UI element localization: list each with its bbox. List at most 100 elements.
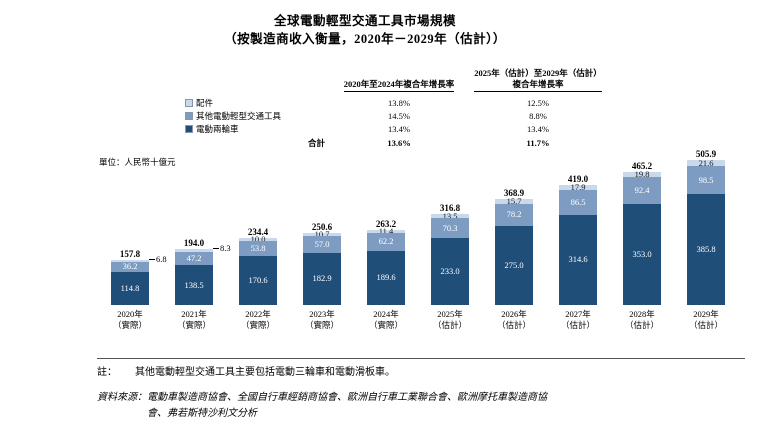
bar-segment-value: 57.0 — [314, 238, 330, 249]
cagr-table: 2020年至2024年複合年增長率 2025年（估計）至2029年（估計） 複合… — [185, 58, 613, 150]
bar-segment-electric_two_wheelers: 170.6 — [239, 256, 277, 305]
bar-segment-accessories: 10.7 — [303, 229, 341, 240]
bar-segment-value: 13.5 — [442, 210, 458, 221]
bar-total-label: 368.9 — [503, 188, 525, 199]
legend-swatch-accessories-icon — [185, 98, 193, 107]
bar-segment-other_elt_vehicles: 62.2 — [367, 232, 405, 251]
bar-segment-electric_two_wheelers: 314.6 — [559, 214, 597, 305]
bar-segment-other_elt_vehicles: 47.2 — [175, 251, 213, 266]
bar-column: 505.9 21.6 98.5 385.8 2029年 （估計） — [674, 143, 738, 331]
bar-segment-other_elt_vehicles: 86.5 — [559, 190, 597, 215]
bar-segment-electric_two_wheelers: 275.0 — [495, 226, 533, 305]
cagr-header-2025-2029: 2025年（估計）至2029年（估計） 複合年增長率 — [474, 68, 602, 92]
bar-segment-electric_two_wheelers: 138.5 — [175, 265, 213, 305]
bar-total-label: 505.9 — [695, 149, 717, 160]
x-axis-status-label: （實際） — [240, 320, 275, 330]
legend-swatch-two-wheelers-icon — [185, 124, 193, 133]
bar-segment-value: 17.9 — [570, 182, 586, 192]
bar-segment-accessories: 10.0 — [239, 233, 277, 244]
bar-segment-value: 182.9 — [312, 273, 332, 284]
x-axis-year-label: 2027年 — [565, 309, 591, 319]
bar-segment-value: 233.0 — [440, 266, 460, 277]
x-axis-status-label: （估計） — [432, 320, 467, 330]
bar-segment-value: 92.4 — [634, 185, 650, 196]
x-axis-year-label: 2020年 — [117, 309, 143, 319]
bar-segment-electric_two_wheelers: 233.0 — [431, 238, 469, 305]
x-axis-year-label: 2028年 — [629, 309, 655, 319]
bar-segment-value: 10.0 — [250, 233, 266, 244]
bar-segment-value: 11.4 — [378, 225, 394, 236]
cagr-value-accessories-2025-2029: 12.5% — [527, 97, 549, 108]
bar-segment-value: 15.7 — [506, 196, 522, 207]
bar-total-label: 194.0 — [183, 238, 205, 249]
x-axis-year-label: 2022年 — [245, 309, 271, 319]
bar-segment-value: 98.5 — [698, 174, 714, 185]
cagr-header-2025-2029-line1: 2025年（估計）至2029年（估計） — [474, 68, 602, 78]
x-axis-year-label: 2024年 — [373, 309, 399, 319]
bar-column: 316.8 13.5 70.3 233.0 2025年 （估計） — [418, 143, 482, 331]
legend-label-two-wheelers: 電動兩輪車 — [196, 123, 239, 134]
cagr-value-other-elt-2025-2029: 8.8% — [529, 110, 547, 121]
x-axis-status-label: （估計） — [688, 320, 723, 330]
bar-segment-value: 21.6 — [698, 157, 714, 168]
bar-segment-value: 62.2 — [378, 236, 394, 247]
bar-segment-other_elt_vehicles: 57.0 — [303, 236, 341, 253]
bar-segment-value: 36.2 — [122, 261, 138, 272]
bar-segment-other_elt_vehicles: 53.8 — [239, 240, 277, 257]
bar-segment-value: 114.8 — [120, 283, 140, 294]
bar-segment-other_elt_vehicles: 78.2 — [495, 203, 533, 227]
accessories-callout-label: 8.3 — [213, 244, 231, 253]
legend-swatch-other-elt-icon — [185, 111, 193, 120]
bar-segment-value: 70.3 — [442, 222, 458, 233]
cagr-total-2025-2029: 11.7% — [526, 137, 550, 148]
x-axis-year-label: 2026年 — [501, 309, 527, 319]
bar-total-label: 234.4 — [247, 226, 269, 237]
bar-column: 250.6 10.7 57.0 182.9 2023年 （實際） — [290, 143, 354, 331]
bar-chart: 157.8 36.2 114.8 6.8 2020年 （實際） 194.0 47.2 138.5… — [98, 143, 738, 331]
x-axis-status-label: （實際） — [176, 320, 211, 330]
bar-stack: 250.6 10.7 57.0 182.9 — [290, 143, 354, 305]
x-axis-year-label: 2021年 — [181, 309, 207, 319]
x-axis-status-label: （實際） — [304, 320, 339, 330]
bar-segment-value: 86.5 — [570, 196, 586, 207]
footnote-source: 資料來源： 電動車製造商協會、全國自行車經銷商協會、歐洲自行車工業聯合會、歐洲摩… — [97, 390, 561, 422]
x-axis-year-label: 2023年 — [309, 309, 335, 319]
bar-stack: 368.9 15.7 78.2 275.0 — [482, 143, 546, 305]
x-axis-year-label: 2025年 — [437, 309, 463, 319]
bar-total-label: 316.8 — [439, 203, 461, 214]
bar-column: 157.8 36.2 114.8 6.8 2020年 （實際） — [98, 143, 167, 331]
bar-segment-accessories: 21.6 — [687, 157, 725, 168]
bar-column: 419.0 17.9 86.5 314.6 2027年 （估計） — [546, 143, 610, 331]
bar-segment-accessories: 15.7 — [495, 196, 533, 207]
bar-segment-other_elt_vehicles: 92.4 — [623, 177, 661, 204]
x-axis-status-label: （估計） — [496, 320, 531, 330]
bar-segment-accessories — [111, 259, 149, 262]
bar-stack: 419.0 17.9 86.5 314.6 — [546, 143, 610, 305]
cagr-total-row: 合計 13.6% 11.7% — [185, 135, 613, 150]
bar-segment-value: 314.6 — [568, 254, 588, 265]
bar-segment-accessories — [175, 249, 213, 252]
legend-label-other-elt: 其他電動輕型交通工具 — [196, 110, 282, 121]
bar-stack: 194.0 47.2 138.5 8.3 — [162, 143, 231, 305]
note-label: 註： — [97, 367, 117, 378]
bar-column: 368.9 15.7 78.2 275.0 2026年 （估計） — [482, 143, 546, 331]
footnote-note: 註： 其他電動輕型交通工具主要包括電動三輪車和電動滑板車。 — [97, 365, 395, 380]
bar-segment-electric_two_wheelers: 114.8 — [111, 272, 149, 305]
source-label: 資料來源： — [97, 392, 147, 403]
chart-subtitle: （按製造商收入衡量，2020年－2029年（估計）） — [224, 32, 506, 46]
bar-total-label: 419.0 — [567, 173, 589, 184]
bar-total-label: 263.2 — [375, 218, 397, 229]
cagr-header-row: 2020年至2024年複合年增長率 2025年（估計）至2029年（估計） 複合… — [185, 58, 613, 92]
x-axis-status-label: （實際） — [368, 320, 403, 330]
legend-row-two-wheelers: 電動兩輪車 13.4% 13.4% — [185, 122, 613, 135]
chart-title: 全球電動輕型交通工具市場規模 — [273, 14, 456, 28]
bar-segment-value: 10.7 — [314, 229, 330, 240]
cagr-value-two-wheelers-2020-2024: 13.4% — [388, 123, 410, 134]
bar-segment-value: 53.8 — [250, 242, 266, 253]
unit-label: 單位：人民幣十億元 — [99, 157, 176, 167]
bar-column: 194.0 47.2 138.5 8.3 2021年 （實際） — [162, 143, 231, 331]
bar-column: 234.4 10.0 53.8 170.6 2022年 （實際） — [226, 143, 290, 331]
bar-stack: 316.8 13.5 70.3 233.0 — [418, 143, 482, 305]
bar-segment-value: 385.8 — [696, 244, 716, 255]
